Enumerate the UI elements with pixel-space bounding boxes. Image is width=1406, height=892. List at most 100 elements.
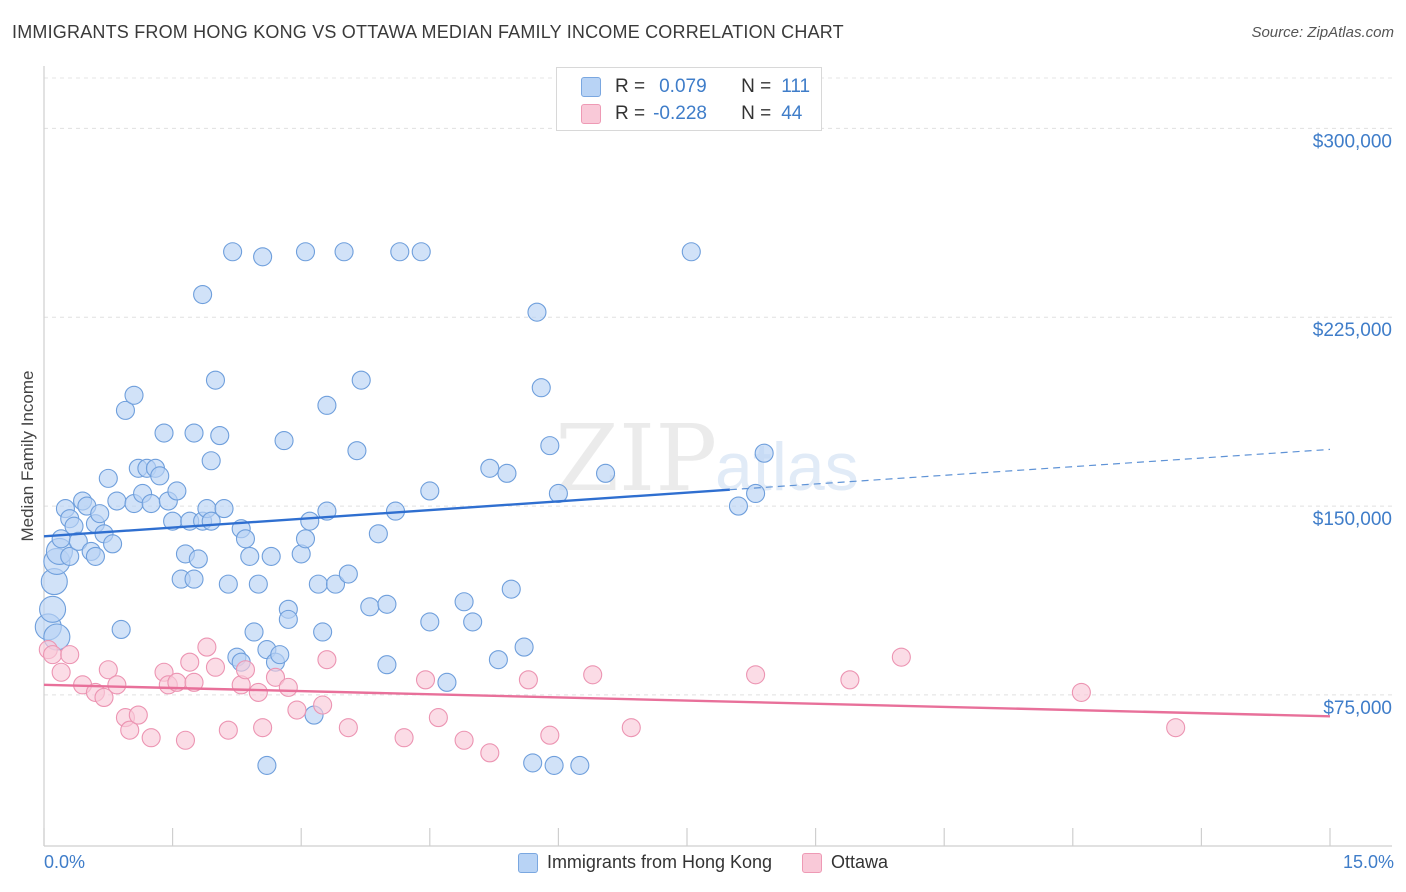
point-ottawa bbox=[415, 670, 436, 690]
point-ottawa bbox=[278, 677, 298, 697]
legend: Immigrants from Hong Kong Ottawa bbox=[0, 852, 1406, 873]
point-ottawa bbox=[480, 743, 500, 763]
point-hong-kong bbox=[68, 531, 88, 551]
point-hong-kong bbox=[248, 574, 268, 594]
point-ottawa bbox=[98, 660, 118, 680]
point-hong-kong bbox=[39, 595, 67, 623]
legend-item-hong-kong[interactable]: Immigrants from Hong Kong bbox=[517, 852, 772, 873]
point-ottawa bbox=[1071, 682, 1091, 702]
y-tick-label: $300,000 bbox=[1313, 131, 1392, 152]
point-hong-kong bbox=[150, 466, 170, 486]
point-hong-kong bbox=[60, 546, 80, 566]
point-ottawa bbox=[313, 695, 333, 715]
point-ottawa bbox=[43, 645, 63, 665]
y-axis-label: Median Family Income bbox=[18, 370, 37, 542]
point-hong-kong bbox=[420, 612, 440, 632]
point-hong-kong bbox=[107, 491, 127, 511]
point-hong-kong bbox=[201, 451, 221, 471]
point-hong-kong bbox=[377, 594, 397, 614]
point-ottawa bbox=[218, 720, 238, 740]
point-ottawa bbox=[621, 718, 641, 738]
point-hong-kong bbox=[527, 302, 547, 322]
r-value: 0.079 bbox=[659, 76, 707, 97]
point-hong-kong bbox=[480, 458, 500, 478]
trend-line-ottawa bbox=[43, 683, 1331, 718]
legend-swatch-blue bbox=[517, 852, 538, 873]
point-hong-kong bbox=[193, 285, 213, 305]
point-hong-kong bbox=[501, 579, 521, 599]
point-ottawa bbox=[205, 657, 226, 677]
point-hong-kong bbox=[338, 564, 358, 584]
point-hong-kong bbox=[244, 622, 264, 642]
point-hong-kong bbox=[124, 385, 144, 405]
point-hong-kong bbox=[360, 597, 380, 617]
point-ottawa bbox=[120, 720, 140, 740]
n-label: N = bbox=[741, 76, 772, 97]
point-hong-kong bbox=[295, 529, 316, 549]
axes bbox=[43, 66, 1392, 847]
legend-item-ottawa[interactable]: Ottawa bbox=[802, 852, 888, 873]
point-hong-kong bbox=[368, 524, 388, 544]
series-ottawa-points bbox=[38, 637, 1186, 763]
r-value: -0.228 bbox=[653, 103, 707, 124]
point-hong-kong bbox=[188, 549, 208, 569]
point-ottawa bbox=[583, 665, 603, 685]
point-ottawa bbox=[175, 730, 196, 750]
point-hong-kong bbox=[497, 463, 517, 483]
point-ottawa bbox=[428, 708, 448, 728]
swatch-pink bbox=[581, 104, 601, 124]
point-ottawa bbox=[60, 645, 80, 665]
n-value: 44 bbox=[781, 103, 803, 124]
point-hong-kong bbox=[184, 423, 204, 443]
point-ottawa bbox=[338, 718, 358, 738]
point-hong-kong bbox=[420, 481, 440, 501]
point-hong-kong bbox=[347, 441, 367, 461]
point-ottawa bbox=[891, 647, 911, 667]
trend-line-hong-kong-extension bbox=[729, 448, 1331, 491]
point-ottawa bbox=[128, 705, 148, 725]
point-hong-kong bbox=[261, 546, 281, 566]
trend-line-hong-kong bbox=[43, 488, 730, 538]
point-ottawa bbox=[107, 675, 127, 695]
point-hong-kong bbox=[308, 574, 328, 594]
n-label: N = bbox=[741, 103, 772, 124]
point-ottawa bbox=[94, 687, 114, 707]
point-ottawa bbox=[141, 728, 161, 748]
point-hong-kong bbox=[351, 370, 371, 390]
point-hong-kong bbox=[115, 400, 135, 420]
point-hong-kong bbox=[540, 436, 560, 456]
point-ottawa bbox=[265, 667, 286, 687]
point-hong-kong bbox=[154, 423, 174, 443]
y-tick-label: $150,000 bbox=[1313, 509, 1392, 530]
r-label: R = bbox=[615, 76, 646, 97]
point-hong-kong bbox=[514, 637, 534, 657]
point-ottawa bbox=[454, 730, 474, 750]
point-hong-kong bbox=[167, 481, 187, 501]
point-ottawa bbox=[235, 660, 256, 680]
point-hong-kong bbox=[437, 672, 457, 692]
point-hong-kong bbox=[141, 493, 161, 514]
point-ottawa bbox=[197, 637, 217, 657]
point-hong-kong bbox=[235, 529, 256, 549]
point-hong-kong bbox=[544, 755, 564, 775]
source-label: Source: ZipAtlas.com bbox=[1251, 24, 1394, 41]
swatch-blue bbox=[581, 77, 601, 97]
point-ottawa bbox=[253, 718, 273, 738]
watermark-atlas: atlas bbox=[715, 429, 859, 505]
point-hong-kong bbox=[488, 650, 508, 670]
point-hong-kong bbox=[218, 574, 238, 594]
point-hong-kong bbox=[253, 247, 273, 267]
point-hong-kong bbox=[728, 496, 748, 516]
point-hong-kong bbox=[317, 395, 337, 415]
watermark-zip: ZIP bbox=[555, 405, 717, 512]
y-tick-label: $225,000 bbox=[1313, 320, 1392, 341]
point-ottawa bbox=[540, 725, 560, 745]
point-hong-kong bbox=[85, 546, 105, 566]
watermark: ZIP atlas bbox=[555, 405, 859, 512]
stats-box: R = 0.079 N = 111 R = -0.228 N = 44 bbox=[556, 67, 822, 131]
point-hong-kong bbox=[295, 242, 316, 262]
point-hong-kong bbox=[223, 242, 243, 262]
point-hong-kong bbox=[411, 242, 431, 262]
point-hong-kong bbox=[313, 622, 333, 642]
